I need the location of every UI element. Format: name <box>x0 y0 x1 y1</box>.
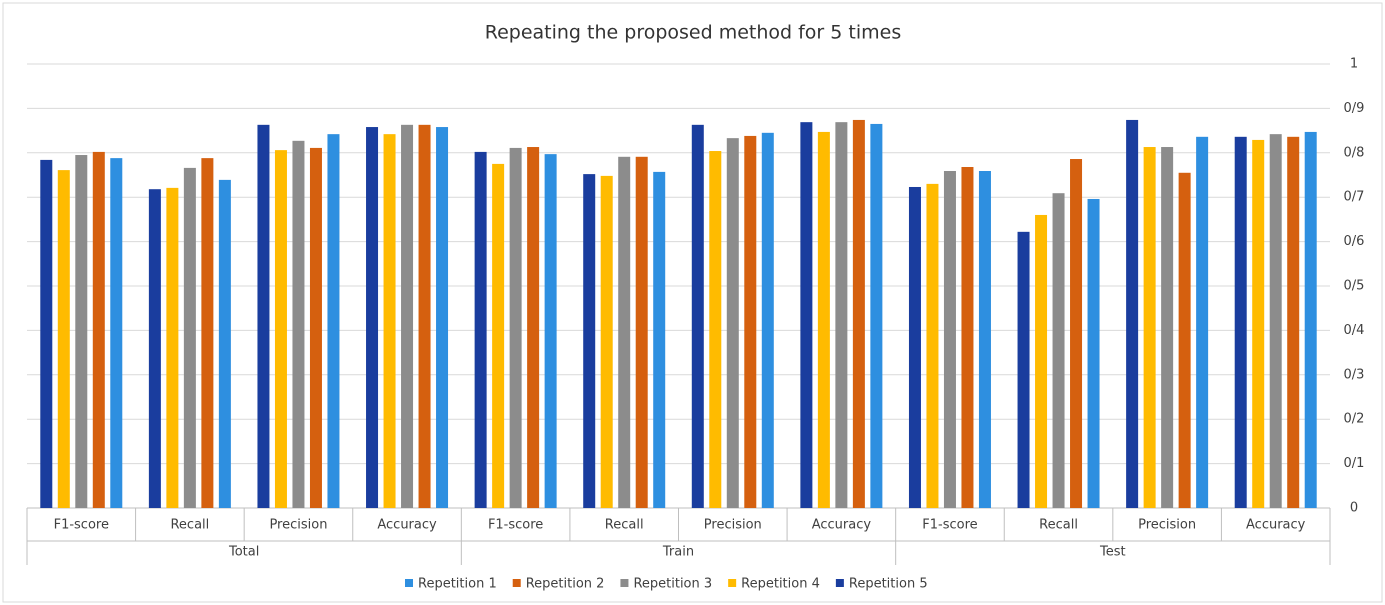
bar <box>401 124 414 508</box>
bar <box>1126 119 1139 508</box>
y-tick-label: 0 <box>1350 501 1358 516</box>
y-tick-label: 0/2 <box>1344 412 1365 427</box>
bar <box>1052 193 1065 509</box>
bar <box>1035 214 1048 508</box>
bar <box>257 124 270 508</box>
bar <box>492 163 505 508</box>
legend-label: Repetition 5 <box>849 577 928 592</box>
bar <box>57 170 70 508</box>
y-tick-label: 0/3 <box>1344 367 1365 382</box>
y-tick-label: 0/6 <box>1344 234 1365 249</box>
x-tick-label: Recall <box>170 518 209 533</box>
bar <box>870 123 883 508</box>
y-tick-label: 0/9 <box>1344 101 1365 116</box>
bar <box>327 134 340 509</box>
x-tick-label: Precision <box>704 518 762 533</box>
bar <box>436 127 449 508</box>
y-tick-label: 0/8 <box>1344 145 1365 160</box>
bar <box>691 124 704 508</box>
bar <box>943 171 956 508</box>
bar <box>366 127 379 508</box>
bar <box>1143 147 1156 508</box>
bar <box>1087 198 1100 508</box>
x-tick-label: F1-score <box>54 518 109 533</box>
x-tick-label: Accuracy <box>377 518 437 533</box>
bar <box>926 183 939 508</box>
bar <box>75 155 88 508</box>
y-tick-label: 0/7 <box>1344 190 1365 205</box>
bar <box>817 131 830 508</box>
x-tick-label: Accuracy <box>812 518 872 533</box>
bar <box>600 175 613 508</box>
bar <box>1269 134 1282 509</box>
legend-label: Repetition 1 <box>418 577 497 592</box>
bar <box>474 151 487 509</box>
x-tick-label: Precision <box>269 518 327 533</box>
bar <box>292 140 305 508</box>
bar <box>1252 139 1265 508</box>
legend-swatch <box>620 579 629 587</box>
bar <box>166 187 179 508</box>
bar <box>1161 147 1174 508</box>
x-tick-label: Recall <box>1039 518 1078 533</box>
legend-label: Repetition 4 <box>741 577 820 592</box>
bar <box>92 151 105 509</box>
bar <box>618 156 631 508</box>
bar <box>183 167 196 508</box>
legend-swatch <box>728 579 737 587</box>
bar <box>148 189 161 508</box>
group-label: Test <box>1099 545 1126 560</box>
bar <box>978 171 991 508</box>
bar <box>218 179 231 508</box>
bar <box>201 158 214 509</box>
bar <box>309 147 322 508</box>
bar <box>635 156 648 508</box>
chart-title: Repeating the proposed method for 5 time… <box>485 22 902 44</box>
bar <box>383 134 396 509</box>
bar <box>544 154 557 508</box>
bar <box>1196 136 1209 509</box>
y-tick-label: 0/4 <box>1344 323 1365 338</box>
bar <box>1070 159 1083 509</box>
bar <box>1178 172 1191 508</box>
bar <box>800 122 813 508</box>
bar <box>418 124 431 508</box>
bar <box>110 158 123 509</box>
bar <box>583 174 596 508</box>
bar <box>1234 136 1247 509</box>
bar <box>744 135 757 509</box>
bar <box>274 150 287 509</box>
bar <box>40 159 53 509</box>
y-tick-label: 1 <box>1350 57 1358 72</box>
x-tick-label: Recall <box>605 518 644 533</box>
bar <box>726 138 739 508</box>
bar <box>1287 136 1300 509</box>
y-tick-label: 0/1 <box>1344 456 1365 471</box>
bar <box>653 171 666 508</box>
bar <box>961 167 974 508</box>
legend-label: Repetition 3 <box>633 577 712 592</box>
legend-swatch <box>835 579 844 587</box>
bar <box>761 132 774 508</box>
x-tick-label: Accuracy <box>1246 518 1306 533</box>
x-tick-label: Precision <box>1138 518 1196 533</box>
group-label: Train <box>662 545 694 560</box>
legend-label: Repetition 2 <box>526 577 605 592</box>
bar <box>527 147 540 508</box>
x-tick-label: F1-score <box>922 518 977 533</box>
bar <box>1017 231 1030 508</box>
x-tick-label: F1-score <box>488 518 543 533</box>
bar <box>709 151 722 509</box>
y-tick-label: 0/5 <box>1344 279 1365 294</box>
legend-swatch <box>405 579 413 587</box>
group-label: Total <box>228 545 259 560</box>
legend-swatch <box>512 579 521 587</box>
bar <box>835 122 848 508</box>
bar <box>1304 131 1317 508</box>
bar <box>908 186 921 508</box>
bar <box>509 147 522 508</box>
bar <box>852 119 865 508</box>
